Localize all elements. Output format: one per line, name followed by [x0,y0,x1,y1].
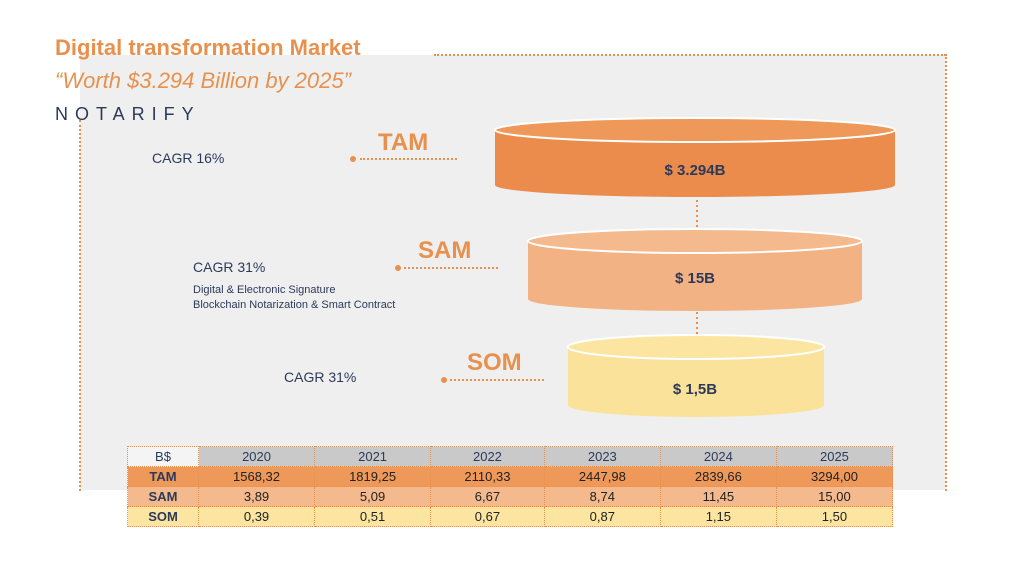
table-cell: 2110,33 [430,466,545,487]
tam-value-label: $ 3.294B [665,162,726,179]
table-cell: 6,67 [430,486,545,507]
sam-cylinder: $ 15B [527,228,863,311]
sam-label: SAM [418,237,472,264]
year-header: 2021 [314,446,432,467]
sam-note-line-2: Blockchain Notarization & Smart Contract [193,299,396,311]
sam-note-line-1: Digital & Electronic Signature [193,284,336,296]
market-data-table: B$ 2020 2021 2022 2023 2024 2025 TAM 156… [127,446,894,527]
table-cell: 1,50 [775,506,894,527]
table-cell: 11,45 [659,486,777,507]
table-row-sam: SAM 3,89 5,09 6,67 8,74 11,45 15,00 [127,486,894,507]
table-cell: 1,15 [659,506,777,527]
tam-cylinder: $ 3.294B [494,117,896,197]
row-label: TAM [127,466,199,487]
left-dotted-border [79,120,81,491]
year-header: 2022 [430,446,545,467]
year-header: 2025 [775,446,894,467]
table-cell: 0,39 [197,506,316,527]
table-cell: 0,87 [543,506,661,527]
sam-cagr: CAGR 31% [193,259,266,275]
table-header-row: B$ 2020 2021 2022 2023 2024 2025 [127,446,894,467]
year-header: 2024 [659,446,777,467]
table-row-som: SOM 0,39 0,51 0,67 0,87 1,15 1,50 [127,506,894,527]
table-cell: 2447,98 [543,466,661,487]
table-cell: 1568,32 [197,466,316,487]
page-title: Digital transformation Market [55,35,361,60]
table-cell: 0,67 [430,506,545,527]
som-cagr: CAGR 31% [284,369,357,385]
som-value-label: $ 1,5B [673,381,717,398]
page-subtitle: “Worth $3.294 Billion by 2025” [55,68,351,93]
table-cell: 15,00 [775,486,894,507]
table-cell: 3,89 [197,486,316,507]
table-cell: 0,51 [314,506,432,527]
tam-label: TAM [378,129,429,156]
row-label: SAM [127,486,199,507]
table-cell: 3294,00 [775,466,894,487]
table-cell: 2839,66 [659,466,777,487]
sam-bullet [395,265,401,271]
row-label: SOM [127,506,199,527]
sam-value-label: $ 15B [675,270,715,287]
table-cell: 5,09 [314,486,432,507]
som-leader-line [450,379,544,381]
year-header: 2023 [543,446,661,467]
som-bullet [441,377,447,383]
notarify-logo: NOTARIFY [55,104,201,124]
som-cylinder: $ 1,5B [567,334,825,417]
year-header: 2020 [197,446,316,467]
tam-cagr: CAGR 16% [152,150,225,166]
right-dotted-border [945,54,947,491]
sam-leader-line [404,267,498,269]
table-cell: 1819,25 [314,466,432,487]
table-cell: 8,74 [543,486,661,507]
tam-bullet [350,156,356,162]
som-label: SOM [467,349,522,376]
top-dotted-border [434,54,946,56]
unit-header: B$ [127,446,199,467]
tam-leader-line [360,158,457,160]
table-row-tam: TAM 1568,32 1819,25 2110,33 2447,98 2839… [127,466,894,487]
sam-note: Digital & Electronic Signature Blockchai… [193,283,395,313]
